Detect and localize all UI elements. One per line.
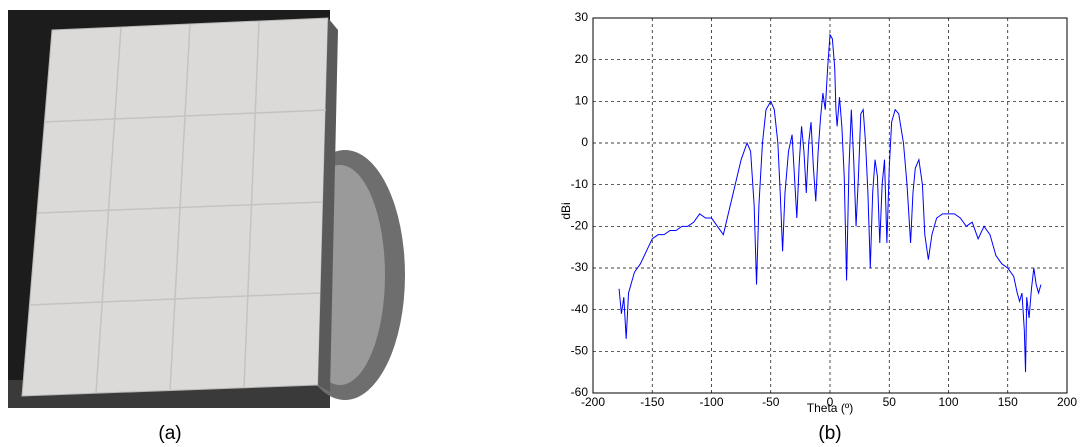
x-tick-label: 100 [938,395,958,409]
y-tick-label: 30 [575,10,589,24]
y-tick-label: -40 [571,302,589,316]
y-tick-label: -50 [571,344,589,358]
x-tick-label: 50 [883,395,897,409]
photo-panel-edge [318,18,338,392]
y-tick-label: 0 [581,135,588,149]
x-axis-label: Theta (º) [807,401,853,415]
x-tick-label: -150 [640,395,664,409]
caption: (a) [158,423,181,444]
caption: (b) [818,423,841,444]
data-line [618,32,1042,373]
photo-tiles [28,20,327,394]
plot-frame [592,17,1068,394]
y-axis-label: dBi [559,202,573,219]
y-tick-label: -30 [571,260,589,274]
y-tick-label: 20 [575,52,589,66]
photo [8,10,405,408]
x-tick-label: 200 [1057,395,1077,409]
y-tick-label: -20 [571,219,589,233]
y-tick-label: -10 [571,177,589,191]
x-tick-label: 150 [998,395,1018,409]
x-tick-label: -50 [762,395,780,409]
x-tick-label: -200 [581,395,605,409]
x-tick-label: 0 [827,395,834,409]
y-tick-label: 10 [575,94,589,108]
x-tick-label: -100 [699,395,723,409]
y-tick-label: -60 [571,385,589,399]
